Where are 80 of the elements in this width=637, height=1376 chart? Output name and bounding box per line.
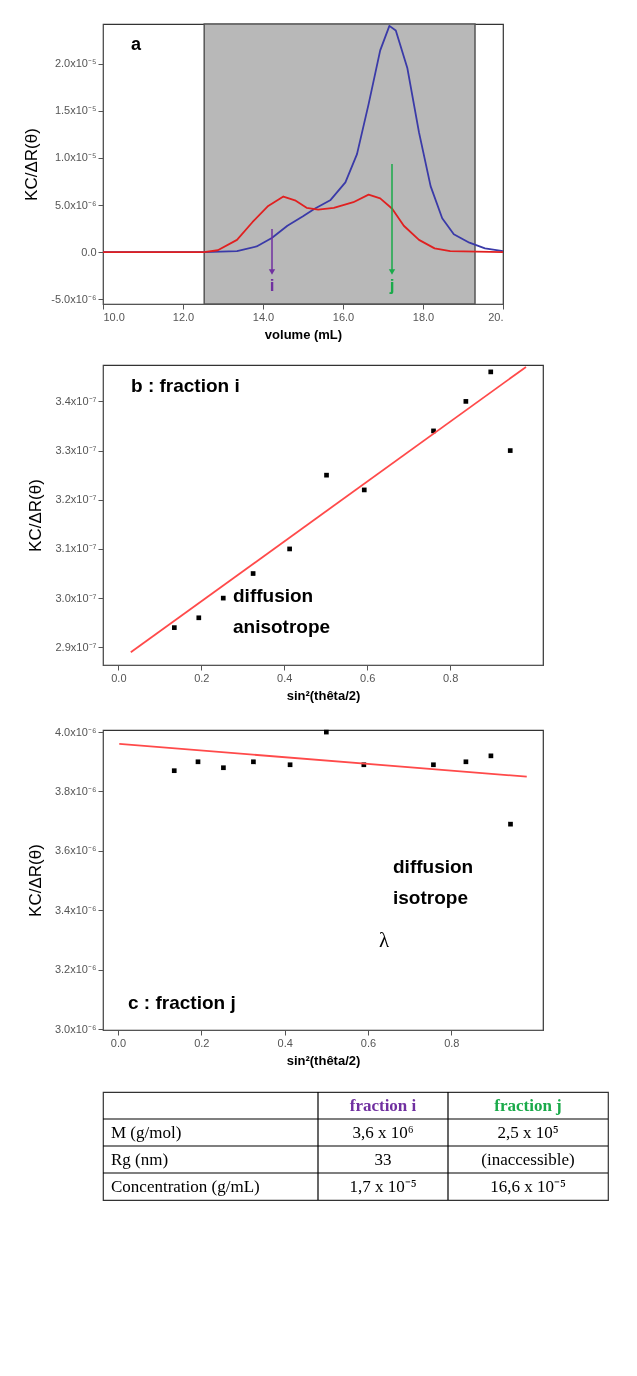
x-tick-label: 12.0	[172, 310, 195, 323]
point	[221, 765, 226, 771]
x-tick-label: 0.2	[194, 1036, 210, 1049]
annotation: i	[269, 276, 275, 295]
point	[196, 615, 202, 621]
point	[195, 759, 201, 765]
y-tick-label: 1.0x10⁻⁵	[54, 151, 97, 164]
annotation: c : fraction j	[128, 992, 236, 1013]
y-tick-label: 1.5x10⁻⁵	[54, 104, 97, 117]
x-tick-label: 0.8	[442, 671, 459, 684]
x-axis-title: sin²(thêta/2)	[286, 687, 361, 703]
x-axis-title: sin²(thêta/2)	[286, 1052, 361, 1068]
x-axis-title: volume (mL)	[264, 326, 343, 342]
y-axis-title: KC/ΔR(θ)	[26, 479, 46, 552]
x-tick-label: 0.6	[360, 1036, 377, 1049]
y-tick-label: 0.0	[81, 245, 97, 258]
x-tick-label: 14.0	[252, 310, 275, 323]
annotation: diffusion isotrope	[393, 856, 474, 908]
text: 16,6 x 10⁻⁵	[490, 1176, 566, 1196]
y-tick-label: 5.0x10⁻⁶	[54, 198, 97, 211]
y-tick-label: 3.6x10⁻⁶	[54, 844, 97, 857]
line-series	[102, 193, 504, 254]
text: 3,6 x 10⁶	[352, 1122, 414, 1142]
point	[171, 625, 177, 630]
x-tick-label: 10.0	[103, 310, 125, 323]
text: Rg (nm)	[111, 1149, 169, 1169]
text: 1,7 x 10⁻⁵	[349, 1176, 417, 1196]
point	[488, 753, 494, 759]
x-tick-label: 0.8	[444, 1036, 460, 1049]
text: 33	[374, 1149, 392, 1169]
text: (inaccessible)	[481, 1149, 575, 1169]
x-tick-label: 20.	[488, 310, 504, 323]
point	[251, 759, 256, 765]
point	[324, 472, 329, 478]
annotation: j	[388, 276, 395, 295]
x-tick-label: 0.4	[277, 1036, 293, 1049]
y-tick-label: -5.0x10⁻⁶	[51, 292, 97, 305]
point	[488, 369, 494, 375]
point	[171, 768, 177, 774]
text: Concentration (g/mL)	[111, 1176, 260, 1196]
annotation: λ	[379, 928, 390, 952]
point	[287, 546, 292, 552]
y-axis-title: KC/ΔR(θ)	[25, 844, 45, 917]
text: M (g/mol)	[111, 1122, 182, 1142]
x-tick-label: 16.0	[332, 310, 355, 323]
y-tick-label: 3.3x10⁻⁷	[55, 444, 97, 457]
point	[287, 762, 293, 768]
y-tick-label: 2.9x10⁻⁷	[55, 640, 97, 653]
annotation: a	[131, 34, 142, 54]
text: fraction j	[494, 1095, 562, 1115]
x-tick-label: 0.2	[194, 671, 210, 684]
y-tick-label: 3.8x10⁻⁶	[54, 784, 97, 797]
point	[250, 571, 256, 576]
text: 2,5 x 10⁵	[497, 1122, 559, 1142]
x-tick-label: 0.6	[360, 671, 376, 684]
y-tick-label: 3.0x10⁻⁶	[54, 1022, 97, 1035]
point	[220, 595, 226, 601]
y-tick-label: 2.0x10⁻⁵	[54, 57, 97, 70]
y-tick-label: 3.4x10⁻⁷	[55, 394, 97, 407]
annotation: b : fraction i	[131, 375, 240, 396]
point	[463, 759, 469, 765]
annotation: diffusion anisotrope	[233, 585, 331, 637]
y-tick-label: 3.4x10⁻⁶	[54, 903, 97, 916]
point	[361, 487, 367, 493]
text: fraction i	[349, 1095, 417, 1115]
point	[508, 821, 513, 827]
point	[507, 448, 513, 453]
y-tick-label: 4.0x10⁻⁶	[54, 725, 97, 738]
y-axis-title: KC/ΔR(θ)	[22, 128, 42, 201]
point	[431, 762, 436, 768]
x-tick-label: 0.0	[111, 671, 127, 684]
x-tick-label: 18.0	[412, 310, 435, 323]
x-tick-label: 0.0	[110, 1036, 127, 1049]
y-tick-label: 3.1x10⁻⁷	[55, 542, 97, 555]
point	[463, 399, 469, 404]
x-tick-label: 0.4	[277, 671, 293, 684]
y-tick-label: 3.2x10⁻⁷	[55, 493, 97, 506]
y-tick-label: 3.2x10⁻⁶	[54, 963, 97, 976]
point	[323, 729, 329, 735]
y-tick-label: 3.0x10⁻⁷	[55, 591, 97, 604]
